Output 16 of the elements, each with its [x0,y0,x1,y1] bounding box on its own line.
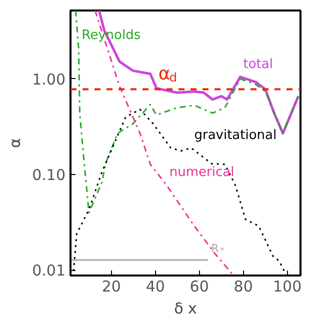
x-tick-label: 40 [146,278,165,296]
x-tick-label: 80 [234,278,253,296]
y-tick-label: 1.00 [32,70,66,88]
x-axis-title: δ x [174,300,198,318]
annotation: total [243,56,273,72]
annotation: numerical [169,164,234,180]
x-tick-label: 60 [190,278,209,296]
y-tick-label: 0.01 [32,262,66,280]
annotation: αd [158,63,177,84]
annotation: R* [211,242,224,255]
x-tick-label: 100 [272,278,302,296]
x-tick-label: 20 [102,278,121,296]
y-tick-label: 0.10 [32,166,66,184]
y-axis-title: α [6,138,24,148]
line-series [74,10,300,214]
annotation: gravitational [194,128,277,143]
